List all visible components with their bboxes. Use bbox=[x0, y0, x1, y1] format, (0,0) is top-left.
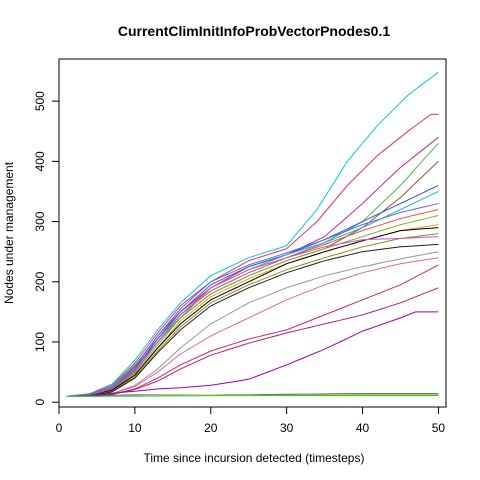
chart-title: CurrentClimInitInfoProbVectorPnodes0.1 bbox=[118, 23, 390, 39]
series-line-23 bbox=[66, 393, 439, 397]
series-line-15 bbox=[66, 243, 439, 397]
y-tick-label-200: 200 bbox=[33, 271, 47, 291]
y-tick-label-500: 500 bbox=[33, 91, 47, 111]
series-line-2 bbox=[66, 113, 439, 397]
series-line-7 bbox=[66, 191, 439, 397]
series-line-24 bbox=[66, 395, 439, 397]
series-line-1 bbox=[66, 71, 439, 397]
series-line-4 bbox=[66, 142, 439, 397]
x-tick-label-30: 30 bbox=[280, 421, 294, 435]
series-line-6 bbox=[66, 184, 439, 397]
series-line-8 bbox=[66, 203, 439, 397]
y-tick-label-300: 300 bbox=[33, 211, 47, 231]
series-line-10 bbox=[66, 215, 439, 397]
x-tick-label-0: 0 bbox=[56, 421, 63, 435]
series-line-12 bbox=[66, 227, 439, 397]
y-axis-label: Nodes under management bbox=[2, 161, 16, 304]
series-line-3 bbox=[66, 136, 439, 397]
series-layer bbox=[66, 71, 439, 397]
x-tick-label-40: 40 bbox=[356, 421, 370, 435]
series-line-20 bbox=[66, 311, 439, 397]
series-line-9 bbox=[66, 209, 439, 397]
series-line-14 bbox=[66, 236, 439, 397]
x-tick-label-50: 50 bbox=[432, 421, 446, 435]
plot-frame bbox=[58, 58, 447, 408]
x-axis-label: Time since incursion detected (timesteps… bbox=[144, 451, 365, 465]
series-line-13 bbox=[66, 233, 439, 397]
series-line-16 bbox=[66, 251, 439, 397]
series-line-19 bbox=[66, 287, 439, 397]
series-line-11 bbox=[66, 224, 439, 397]
y-tick-label-400: 400 bbox=[33, 151, 47, 171]
x-tick-label-10: 10 bbox=[128, 421, 142, 435]
series-line-5 bbox=[66, 161, 439, 397]
series-line-17 bbox=[66, 257, 439, 397]
y-tick-label-100: 100 bbox=[33, 332, 47, 352]
x-tick-label-20: 20 bbox=[204, 421, 218, 435]
y-tick-label-0: 0 bbox=[33, 399, 47, 406]
